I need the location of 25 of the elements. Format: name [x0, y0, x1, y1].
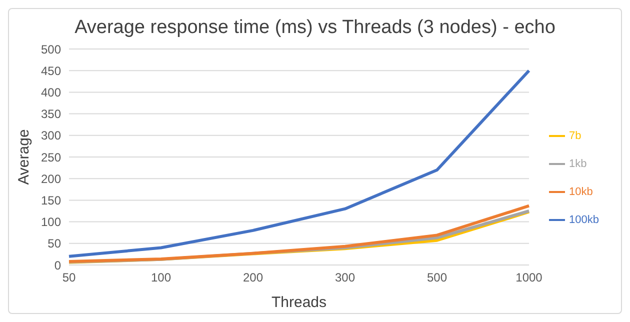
legend-label: 10kb: [569, 186, 593, 198]
y-tick-label: 300: [40, 128, 62, 143]
x-tick-label: 1000: [516, 270, 543, 285]
legend-label: 100kb: [569, 214, 599, 226]
legend-label: 1kb: [569, 158, 587, 170]
x-tick-label: 500: [426, 270, 448, 285]
y-tick-label: 350: [40, 107, 62, 122]
y-tick-label: 500: [40, 42, 62, 56]
line-series: [68, 69, 531, 258]
y-tick-label: 150: [40, 193, 62, 208]
x-tick-label: 50: [62, 270, 76, 285]
chart-title: Average response time (ms) vs Threads (3 nodes) - echo: [74, 17, 556, 40]
x-tick-label: 100: [150, 270, 172, 285]
y-tick-label: 100: [40, 215, 62, 230]
y-tick-label: 50: [48, 236, 62, 251]
x-tick-label: 300: [334, 270, 356, 285]
y-tick-label: 400: [40, 85, 62, 100]
y-tick-label: 250: [40, 150, 62, 164]
y-tick-label: 200: [40, 172, 62, 186]
legend-label: 7b: [569, 130, 582, 142]
y-axis-title: Average: [15, 129, 32, 185]
x-tick-label: 200: [242, 270, 264, 285]
y-tick-label: 0: [54, 258, 62, 272]
y-tick-label: 450: [40, 64, 62, 78]
x-axis-title: Threads: [271, 294, 327, 311]
